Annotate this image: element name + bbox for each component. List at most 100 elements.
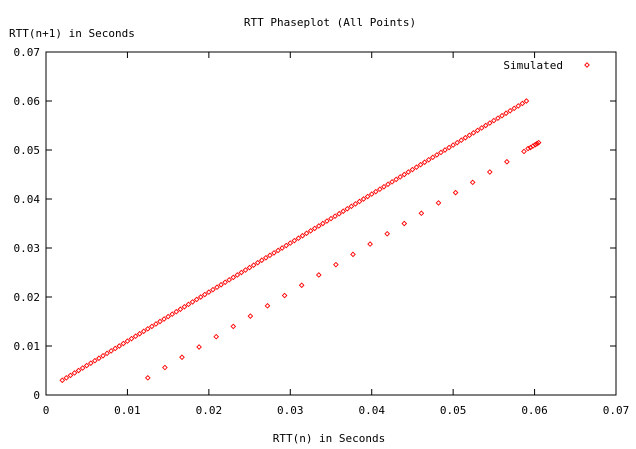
data-point <box>336 210 342 217</box>
data-point <box>429 154 436 161</box>
data-point <box>100 352 106 359</box>
x-tick-label: 0.05 <box>440 404 467 417</box>
data-point <box>132 333 139 340</box>
data-point <box>267 252 273 259</box>
x-axis-label: RTT(n) in Seconds <box>273 432 386 445</box>
y-tick-label: 0.03 <box>14 242 41 255</box>
legend-marker-symbol <box>584 62 590 68</box>
data-point <box>108 348 114 354</box>
data-point <box>196 344 202 350</box>
plot-frame <box>45 51 617 396</box>
data-point <box>67 372 74 379</box>
data-point <box>264 302 271 309</box>
data-point <box>418 210 425 217</box>
data-point <box>532 141 539 148</box>
data-points <box>59 98 542 384</box>
data-point <box>193 296 200 303</box>
data-point <box>250 262 257 268</box>
data-point <box>197 294 204 300</box>
data-point <box>367 241 373 247</box>
data-point <box>185 301 192 308</box>
data-point <box>486 120 493 126</box>
data-point <box>299 232 306 239</box>
x-tick-label: 0.03 <box>277 404 304 417</box>
data-point <box>189 299 196 305</box>
data-point <box>238 269 245 276</box>
data-point <box>226 277 233 283</box>
data-point <box>478 125 485 131</box>
data-point <box>401 171 408 178</box>
data-point <box>254 259 261 266</box>
data-point <box>87 360 94 366</box>
data-point <box>165 313 171 320</box>
data-point <box>307 228 314 234</box>
data-point <box>397 174 404 180</box>
data-point <box>377 186 383 193</box>
data-point <box>352 201 359 207</box>
x-tick-label: 0.02 <box>196 404 223 417</box>
data-point <box>495 115 501 121</box>
data-point <box>247 313 254 319</box>
data-point <box>120 340 127 347</box>
data-point <box>458 137 465 144</box>
data-point <box>344 205 351 212</box>
data-point <box>486 169 493 175</box>
data-point <box>469 179 476 186</box>
data-point <box>177 306 184 313</box>
data-point <box>340 208 347 215</box>
data-point <box>246 264 253 271</box>
data-point <box>450 142 456 148</box>
data-point <box>534 140 540 147</box>
data-point <box>75 367 82 374</box>
data-point <box>421 159 428 166</box>
data-point <box>442 147 448 153</box>
y-tick-label: 0.07 <box>14 46 41 59</box>
legend-label: Simulated <box>503 59 563 72</box>
data-point <box>452 189 459 196</box>
data-point <box>104 350 110 357</box>
data-point <box>281 292 288 299</box>
data-point <box>291 237 298 244</box>
data-point <box>96 355 102 362</box>
data-point <box>385 181 391 188</box>
y-tick-label: 0.01 <box>14 340 41 353</box>
data-point <box>525 145 531 152</box>
data-point <box>210 286 216 293</box>
y-tick-label: 0.02 <box>14 291 41 304</box>
x-tick-label: 0.01 <box>114 404 141 417</box>
data-point <box>92 357 98 364</box>
data-point <box>491 117 497 124</box>
data-point <box>179 354 185 361</box>
legend: Simulated <box>503 59 590 72</box>
data-point <box>474 127 481 134</box>
data-point <box>356 198 363 205</box>
data-point <box>535 139 542 146</box>
data-point <box>360 196 367 202</box>
data-point <box>324 218 330 224</box>
data-point <box>417 161 424 168</box>
data-point <box>462 134 469 141</box>
data-point <box>287 240 294 246</box>
data-point <box>83 362 90 369</box>
axis-ticks: 0 0.01 0.02 0.03 0.04 0.05 0.06 0.07 0 0.01 0.02 0.… <box>14 46 630 417</box>
data-point <box>466 132 473 139</box>
data-point <box>242 267 249 273</box>
data-point <box>454 139 461 146</box>
data-point <box>511 105 518 112</box>
data-point <box>79 365 86 371</box>
data-point <box>258 257 265 264</box>
data-point <box>401 220 408 227</box>
data-point <box>372 188 379 195</box>
legend-marker <box>584 62 590 68</box>
x-tick-label: 0.04 <box>358 404 385 417</box>
data-point <box>173 308 180 315</box>
data-point <box>368 191 375 197</box>
y-tick-label: 0.05 <box>14 144 41 157</box>
data-point <box>303 230 310 237</box>
data-point <box>161 316 167 322</box>
data-point <box>311 225 318 232</box>
data-point <box>169 311 176 317</box>
data-point <box>507 107 513 114</box>
data-point <box>499 112 505 119</box>
